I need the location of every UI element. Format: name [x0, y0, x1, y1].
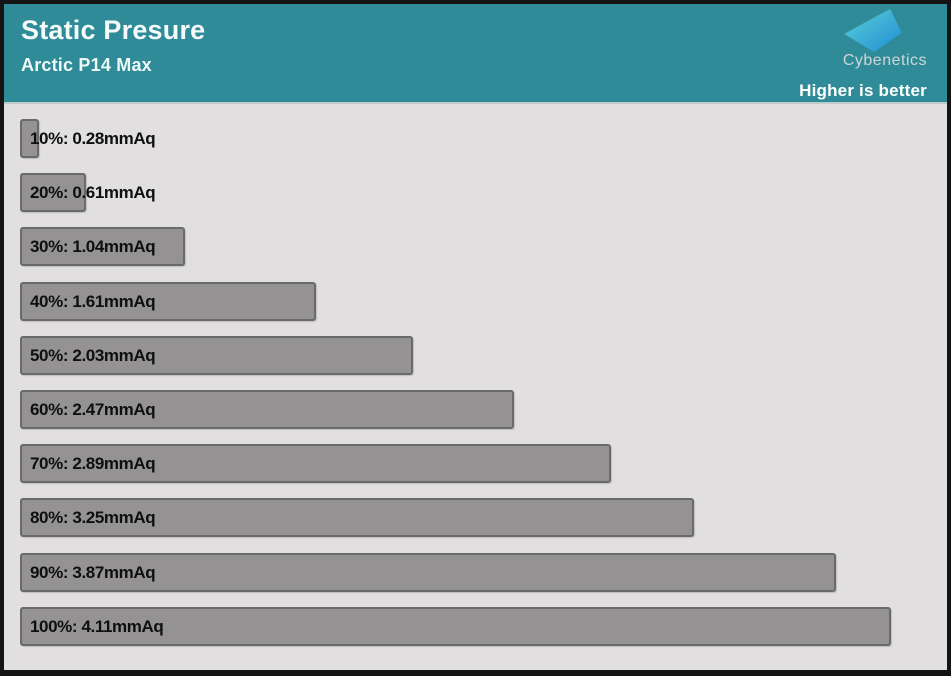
bar-row-60%: 60%: 2.47mmAq	[20, 390, 947, 429]
page-subtitle: Arctic P14 Max	[21, 54, 152, 75]
bar-label-90%: 90%: 3.87mmAq	[30, 562, 156, 582]
bar-label-80%: 80%: 3.25mmAq	[30, 507, 156, 527]
cybenetics-logo-icon	[844, 8, 902, 53]
bar-row-80%: 80%: 3.25mmAq	[20, 498, 947, 537]
chart-header: Static Presure Arctic P14 Max Cybenetics…	[4, 4, 947, 104]
bar-30%	[20, 227, 185, 266]
bar-label-40%: 40%: 1.61mmAq	[30, 291, 156, 311]
bar-label-10%: 10%: 0.28mmAq	[30, 128, 156, 148]
bar-row-100%: 100%: 4.11mmAq	[20, 607, 947, 646]
bar-row-50%: 50%: 2.03mmAq	[20, 336, 947, 375]
brand-block: Cybenetics Higher is better	[799, 8, 927, 101]
bar-60%	[20, 390, 514, 429]
bar-row-70%: 70%: 2.89mmAq	[20, 444, 947, 483]
bar-row-40%: 40%: 1.61mmAq	[20, 282, 947, 321]
bar-70%	[20, 444, 611, 483]
bar-label-70%: 70%: 2.89mmAq	[30, 453, 156, 473]
bar-label-60%: 60%: 2.47mmAq	[30, 399, 156, 419]
header-titles: Static Presure Arctic P14 Max	[21, 15, 206, 76]
bar-100%	[20, 607, 891, 646]
bar-row-10%: 10%: 0.28mmAq	[20, 119, 947, 158]
bar-row-20%: 20%: 0.61mmAq	[20, 173, 947, 212]
brand-name: Cybenetics	[842, 52, 927, 69]
page-title: Static Presure	[21, 15, 206, 45]
bar-label-100%: 100%: 4.11mmAq	[30, 616, 164, 636]
bar-50%	[20, 336, 413, 375]
bar-20%	[20, 173, 86, 212]
bar-label-20%: 20%: 0.61mmAq	[30, 182, 156, 202]
higher-is-better-label: Higher is better	[799, 81, 927, 100]
bar-label-50%: 50%: 2.03mmAq	[30, 345, 156, 365]
bar-row-30%: 30%: 1.04mmAq	[20, 227, 947, 266]
bar-80%	[20, 498, 694, 537]
bar-label-30%: 30%: 1.04mmAq	[30, 236, 156, 256]
bar-chart: 10%: 0.28mmAq 20%: 0.61mmAq 30%: 1.04mmAq 4…	[4, 104, 947, 670]
bar-row-90%: 90%: 3.87mmAq	[20, 553, 947, 592]
bar-10%	[20, 119, 39, 158]
bar-90%	[20, 553, 836, 592]
bar-40%	[20, 282, 316, 321]
